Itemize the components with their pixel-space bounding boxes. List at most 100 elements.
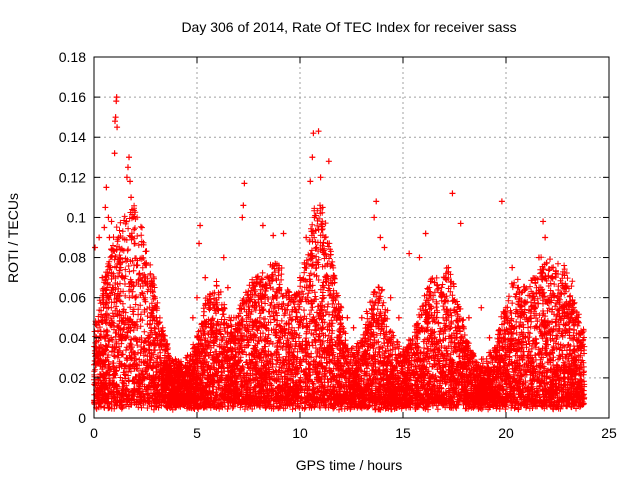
data-point [245,294,252,301]
y-tick-label: 0.16 [59,89,86,105]
data-point [560,304,567,311]
data-point [108,218,115,225]
data-point [373,198,380,205]
data-point [102,204,109,211]
y-tick-label: 0.14 [59,129,86,145]
data-point [132,294,139,301]
y-tick-label: 0.04 [59,330,86,346]
y-tick-label: 0.12 [59,169,86,185]
data-point [303,234,310,241]
data-points [92,94,582,371]
data-point [416,254,423,261]
data-point [311,214,318,221]
data-point [136,270,143,277]
data-point [542,234,549,241]
y-tick-label: 0.02 [59,370,86,386]
data-point [128,194,135,201]
x-tick-label: 15 [395,425,411,441]
data-point [535,254,542,261]
data-point [241,180,248,187]
data-point [498,198,505,205]
data-point [92,244,99,251]
data-point [457,220,464,227]
x-tick-label: 5 [193,425,201,441]
data-point [449,190,456,197]
y-axis-ticks: 0 0.02 0.04 0.06 0.08 0.1 0.12 0.14 0.16 0.18 [59,49,609,426]
data-point [189,314,196,321]
data-point [106,234,113,241]
data-point [280,230,287,237]
data-point [381,244,388,251]
data-point [552,270,559,277]
data-point [270,232,277,239]
x-tick-label: 25 [601,425,617,441]
data-point [196,240,203,247]
data-point [202,274,209,281]
data-point [371,214,378,221]
data-point [233,314,240,321]
x-tick-label: 0 [90,425,98,441]
data-point [163,364,170,371]
data-point [240,202,247,209]
data-point [114,124,121,131]
plot-frame [93,56,610,419]
data-point [183,354,190,361]
data-point [124,164,131,171]
data-point [422,230,429,237]
data-point [430,314,437,321]
data-point [465,314,472,321]
data-point [315,128,322,135]
data-point [101,224,108,231]
data-point [313,244,320,251]
data-point [126,154,133,161]
data-point [288,294,295,301]
data-point [109,284,116,291]
data-point [297,274,303,281]
data-point [321,234,328,241]
data-point [338,304,345,311]
data-point [319,204,326,211]
data-point [272,260,279,267]
y-tick-label: 0 [78,410,86,426]
y-tick-label: 0.18 [59,49,86,65]
data-point [310,130,317,137]
data-point [115,234,122,241]
data-point [266,274,273,281]
data-point [325,158,332,165]
data-point [358,314,365,321]
data-point [214,318,221,325]
data-point [387,294,394,301]
data-point [129,234,136,241]
data-point [259,222,266,229]
data-point [307,178,314,185]
y-tick-label: 0.06 [59,290,86,306]
data-point [276,284,283,291]
data-point [127,178,134,185]
data-point [309,154,316,161]
data-point [173,358,180,365]
data-point [350,324,357,331]
data-point [515,284,522,291]
data-point [486,334,493,341]
data-point [107,264,114,271]
data-point [441,274,448,281]
data-point [113,94,120,101]
data-point [156,354,163,361]
data-point [105,214,112,221]
y-tick-label: 0.08 [59,250,86,266]
x-tick-label: 20 [498,425,514,441]
y-axis-label: ROTI / TECUs [5,193,21,283]
data-point [445,264,452,271]
data-point [96,234,103,241]
data-point [548,274,555,281]
data-point [251,304,258,311]
data-point [148,310,155,317]
data-point [478,304,485,311]
data-point [329,294,336,301]
x-axis-label: GPS time / hours [296,457,403,473]
chart-title: Day 306 of 2014, Rate Of TEC Index for r… [181,19,516,35]
data-point [112,114,119,121]
data-point [575,318,582,325]
data-point [395,314,402,321]
